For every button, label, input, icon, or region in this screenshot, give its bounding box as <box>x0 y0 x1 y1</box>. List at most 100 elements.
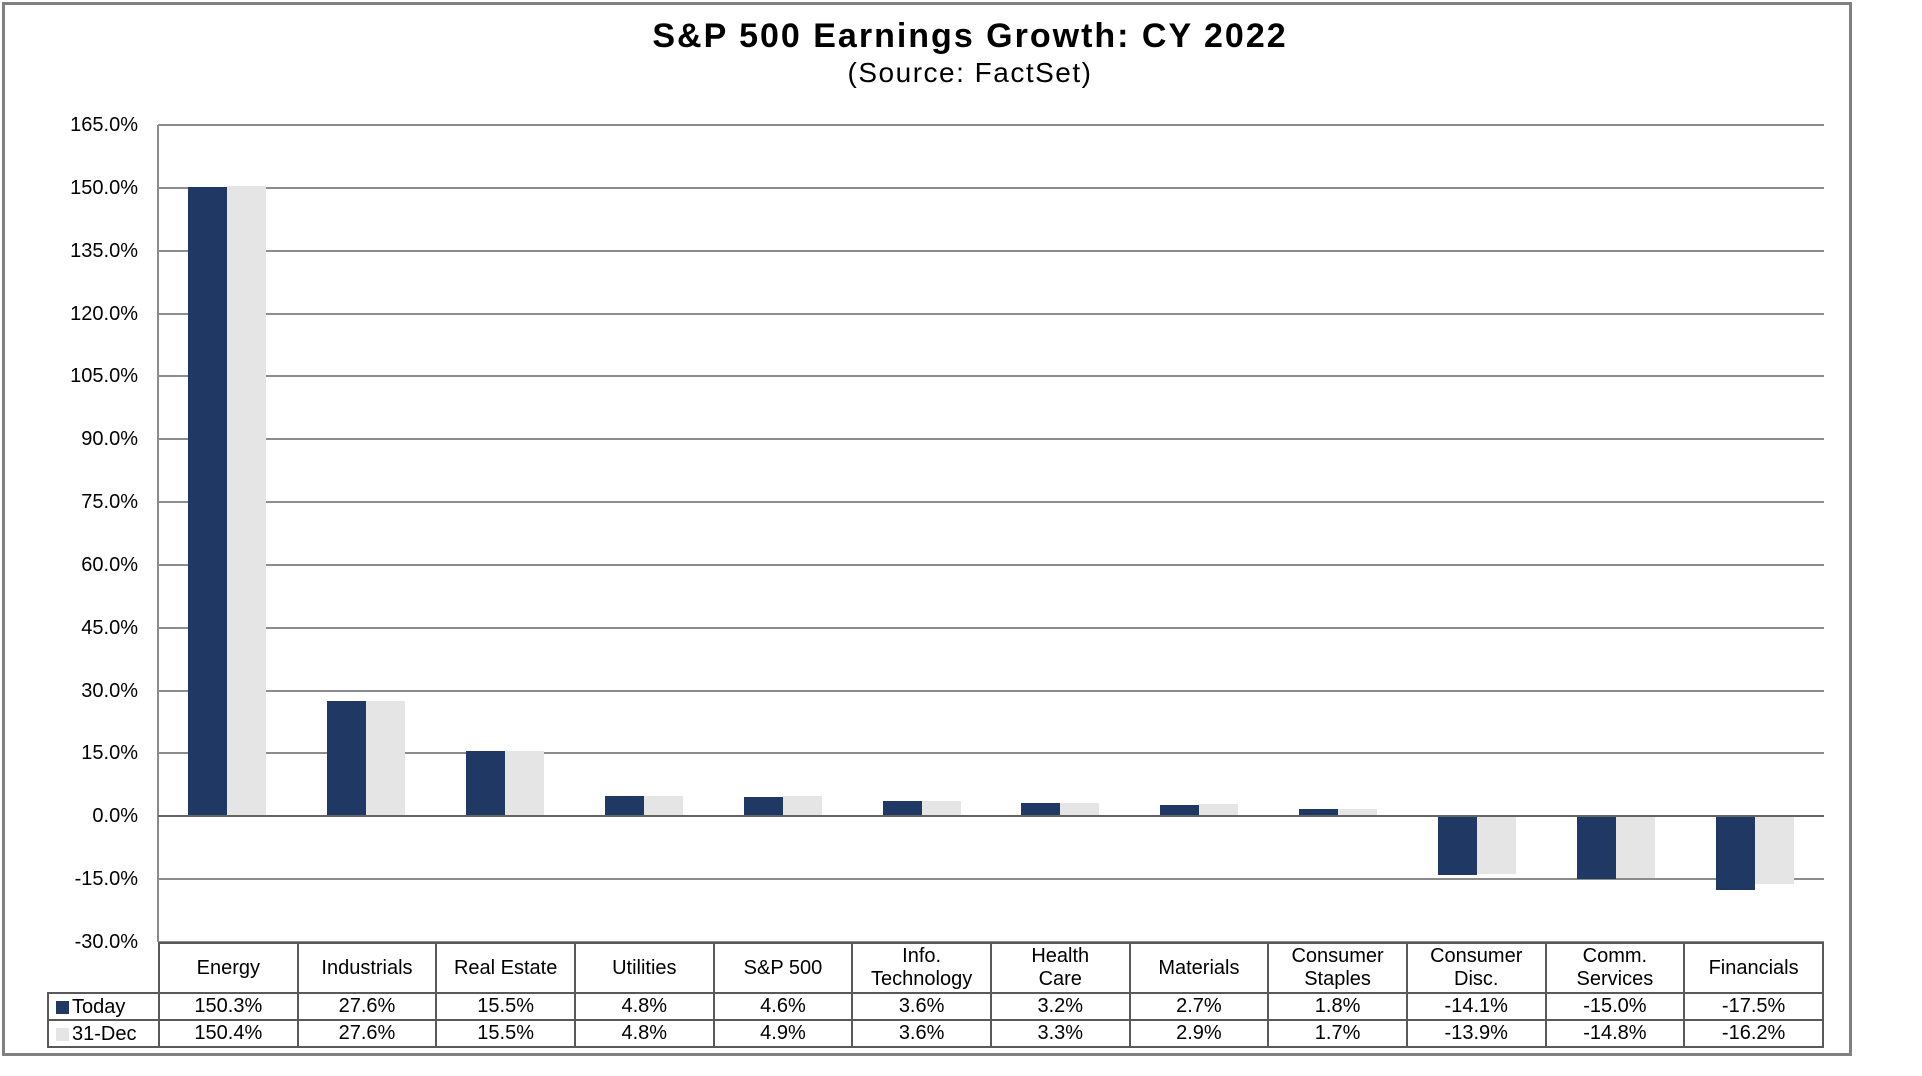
category-header-energy: Energy <box>158 942 299 994</box>
bar-today-s-p-500 <box>743 797 783 817</box>
bar-today-financials <box>1715 816 1755 890</box>
bar-31-dec-comm-services <box>1615 816 1655 879</box>
gridline-90.0% <box>158 438 1824 440</box>
y-axis-tick-label: 60.0% <box>81 554 138 576</box>
legend-series-name: 31-Dec <box>72 1022 137 1045</box>
y-axis-tick-label: 135.0% <box>70 240 138 262</box>
category-header-info-technology: Info. Technology <box>851 942 992 994</box>
gridline-165.0% <box>158 124 1824 126</box>
category-header-materials: Materials <box>1128 942 1270 994</box>
gridline-15.0% <box>158 752 1824 754</box>
legend-row-label-today: Today <box>47 992 160 1021</box>
bar-today-energy <box>188 186 228 817</box>
table-value-31-dec-health-care: 3.3% <box>989 1019 1131 1048</box>
category-header-s-p-500: S&P 500 <box>712 942 854 994</box>
bar-today-comm-services <box>1576 816 1616 880</box>
legend-series-name: Today <box>72 995 126 1018</box>
chart-title: S&P 500 Earnings Growth: CY 2022 <box>652 17 1288 55</box>
table-value-today-energy: 150.3% <box>158 992 299 1021</box>
bar-today-real-estate <box>466 751 506 817</box>
category-header-real-estate: Real Estate <box>435 942 576 994</box>
table-value-31-dec-comm-services: -14.8% <box>1544 1019 1686 1048</box>
category-header-comm-services: Comm. Services <box>1544 942 1686 994</box>
table-value-31-dec-consumer-disc: -13.9% <box>1405 1019 1547 1048</box>
gridline-60.0% <box>158 564 1824 566</box>
bar-31-dec-energy <box>227 186 267 817</box>
table-corner-cell <box>48 943 159 993</box>
gridline--15.0% <box>158 878 1824 880</box>
bar-31-dec-consumer-staples <box>1338 809 1378 817</box>
gridline-120.0% <box>158 313 1824 315</box>
bar-31-dec-s-p-500 <box>782 795 822 817</box>
y-axis-tick-label: 105.0% <box>70 365 138 387</box>
table-value-today-financials: -17.5% <box>1683 992 1824 1021</box>
table-value-31-dec-consumer-staples: 1.7% <box>1267 1019 1408 1048</box>
category-header-industrials: Industrials <box>296 942 438 994</box>
table-value-today-industrials: 27.6% <box>296 992 438 1021</box>
table-value-31-dec-s-p-500: 4.9% <box>712 1019 854 1048</box>
table-value-31-dec-utilities: 4.8% <box>573 1019 715 1048</box>
y-axis-tick-label: 120.0% <box>70 303 138 325</box>
bar-today-info-technology <box>882 801 922 817</box>
category-header-health-care: Health Care <box>989 942 1131 994</box>
bar-31-dec-utilities <box>643 796 683 817</box>
table-row-today: Today 150.3% 27.6% 15.5% 4.8% 4.6% 3.6% 3.2% 2.7… <box>47 992 1824 1021</box>
bar-today-industrials <box>327 700 367 817</box>
y-axis-tick-label: 165.0% <box>70 114 138 136</box>
bar-31-dec-financials <box>1754 816 1794 885</box>
table-value-today-s-p-500: 4.6% <box>712 992 854 1021</box>
gridline-45.0% <box>158 627 1824 629</box>
bar-31-dec-info-technology <box>921 801 961 817</box>
legend-swatch-31-dec-icon <box>56 1027 69 1041</box>
table-value-today-info-technology: 3.6% <box>851 992 992 1021</box>
gridline--30.0% <box>158 941 1824 943</box>
gridline-105.0% <box>158 375 1824 377</box>
chart-outer-frame <box>2 2 1852 1056</box>
y-axis-tick-label: 0.0% <box>92 805 138 827</box>
y-axis-line <box>157 125 159 942</box>
y-axis-tick-label: 75.0% <box>81 491 138 513</box>
legend-swatch-today-icon <box>56 1000 69 1014</box>
bar-31-dec-industrials <box>366 700 406 817</box>
category-header-consumer-staples: Consumer Staples <box>1267 942 1408 994</box>
data-table: Energy Industrials Real Estate Utilities S&P… <box>47 942 1824 1048</box>
gridline-135.0% <box>158 250 1824 252</box>
bar-31-dec-health-care <box>1060 802 1100 817</box>
legend-row-label-31-dec: 31-Dec <box>47 1019 160 1048</box>
bar-today-consumer-disc <box>1437 816 1477 876</box>
y-axis-tick-label: 90.0% <box>81 428 138 450</box>
table-value-today-utilities: 4.8% <box>573 992 715 1021</box>
table-value-today-consumer-disc: -14.1% <box>1405 992 1547 1021</box>
y-axis-tick-label: 150.0% <box>70 177 138 199</box>
chart-subtitle: (Source: FactSet) <box>847 57 1093 88</box>
gridline-75.0% <box>158 501 1824 503</box>
table-value-today-real-estate: 15.5% <box>435 992 576 1021</box>
table-value-31-dec-financials: -16.2% <box>1683 1019 1824 1048</box>
table-row-31-dec: 31-Dec 150.4% 27.6% 15.5% 4.8% 4.9% 3.6% 3.3% 2.… <box>47 1019 1824 1048</box>
table-value-31-dec-energy: 150.4% <box>158 1019 299 1048</box>
y-axis-tick-label: 15.0% <box>81 742 138 764</box>
category-header-financials: Financials <box>1683 942 1824 994</box>
table-value-31-dec-materials: 2.9% <box>1128 1019 1270 1048</box>
zero-axis-line <box>158 815 1824 817</box>
bar-today-health-care <box>1021 802 1061 817</box>
table-value-today-health-care: 3.2% <box>989 992 1131 1021</box>
bar-31-dec-consumer-disc <box>1476 816 1516 875</box>
table-value-31-dec-real-estate: 15.5% <box>435 1019 576 1048</box>
table-value-31-dec-info-technology: 3.6% <box>851 1019 992 1048</box>
table-value-today-consumer-staples: 1.8% <box>1267 992 1408 1021</box>
table-value-today-materials: 2.7% <box>1128 992 1270 1021</box>
bar-31-dec-real-estate <box>505 751 545 817</box>
bar-today-utilities <box>604 796 644 817</box>
y-axis-tick-label: 45.0% <box>81 617 138 639</box>
bar-31-dec-materials <box>1199 804 1239 817</box>
y-axis-tick-label: -30.0% <box>74 931 138 953</box>
bar-today-materials <box>1160 805 1200 817</box>
gridline-150.0% <box>158 187 1824 189</box>
table-value-today-comm-services: -15.0% <box>1544 992 1686 1021</box>
y-axis-tick-label: -15.0% <box>74 868 138 890</box>
table-value-31-dec-industrials: 27.6% <box>296 1019 438 1048</box>
gridline-30.0% <box>158 690 1824 692</box>
category-header-consumer-disc: Consumer Disc. <box>1405 942 1547 994</box>
